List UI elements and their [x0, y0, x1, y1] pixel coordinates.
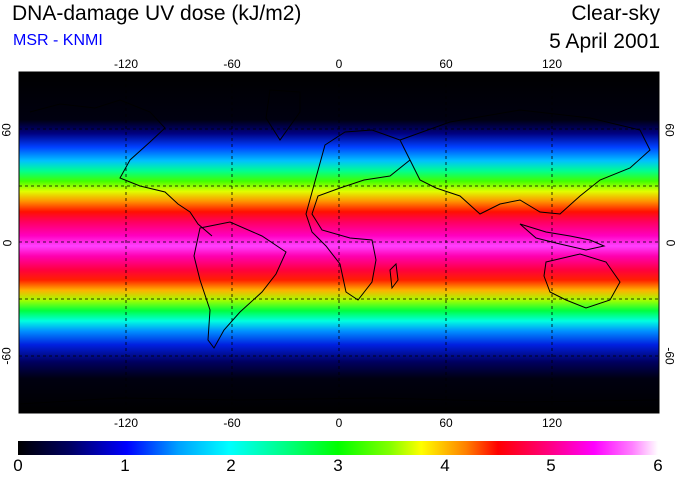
- colorbar-tick-label: 4: [440, 456, 450, 475]
- lon-label-top: 60: [439, 57, 453, 71]
- graticule: [19, 72, 659, 413]
- coastline-europe-africa: [305, 129, 411, 301]
- lon-label-bottom: 120: [541, 416, 563, 430]
- map-title: DNA-damage UV dose (kJ/m2): [12, 2, 302, 25]
- colorbar-tick-label: 1: [120, 456, 130, 475]
- coastline-greenland: [265, 89, 301, 141]
- lat-label-right: 60: [662, 123, 677, 137]
- lon-label-bottom: 0: [335, 416, 343, 430]
- colorbar: [18, 441, 658, 455]
- lon-label-bottom: -120: [113, 416, 139, 430]
- colorbar-tick-label: 5: [546, 456, 556, 475]
- coastline-australia: [543, 253, 621, 309]
- coastline-antarctica: [19, 397, 659, 405]
- lon-label-top: -120: [113, 57, 139, 71]
- lat-label-left: 60: [0, 123, 14, 137]
- colorbar-tick-label: 6: [653, 456, 663, 475]
- coastline-asia: [399, 109, 651, 215]
- coastline-madagascar: [389, 262, 399, 290]
- map-date: 5 April 2001: [549, 30, 660, 53]
- lon-label-bottom: -60: [223, 416, 241, 430]
- lat-label-right: -60: [662, 347, 677, 365]
- lat-label-left: 0: [0, 239, 15, 247]
- lon-label-top: -60: [223, 57, 241, 71]
- colorbar-tick-label: 0: [13, 456, 23, 475]
- lon-label-top: 120: [541, 57, 563, 71]
- colorbar-tick-label: 2: [226, 456, 236, 475]
- coastline-indonesia: [519, 223, 606, 251]
- sky-mode-label: Clear-sky: [571, 2, 660, 25]
- lat-label-left: -60: [0, 347, 14, 365]
- coastlines: [19, 89, 659, 405]
- map-subtitle: MSR - KNMI: [13, 32, 103, 49]
- map-frame: [18, 71, 660, 414]
- lon-label-bottom: 60: [439, 416, 453, 430]
- colorbar-tick-label: 3: [333, 456, 343, 475]
- coastline-north-america: [29, 99, 213, 237]
- lat-label-right: 0: [663, 239, 678, 247]
- lon-label-top: 0: [335, 57, 343, 71]
